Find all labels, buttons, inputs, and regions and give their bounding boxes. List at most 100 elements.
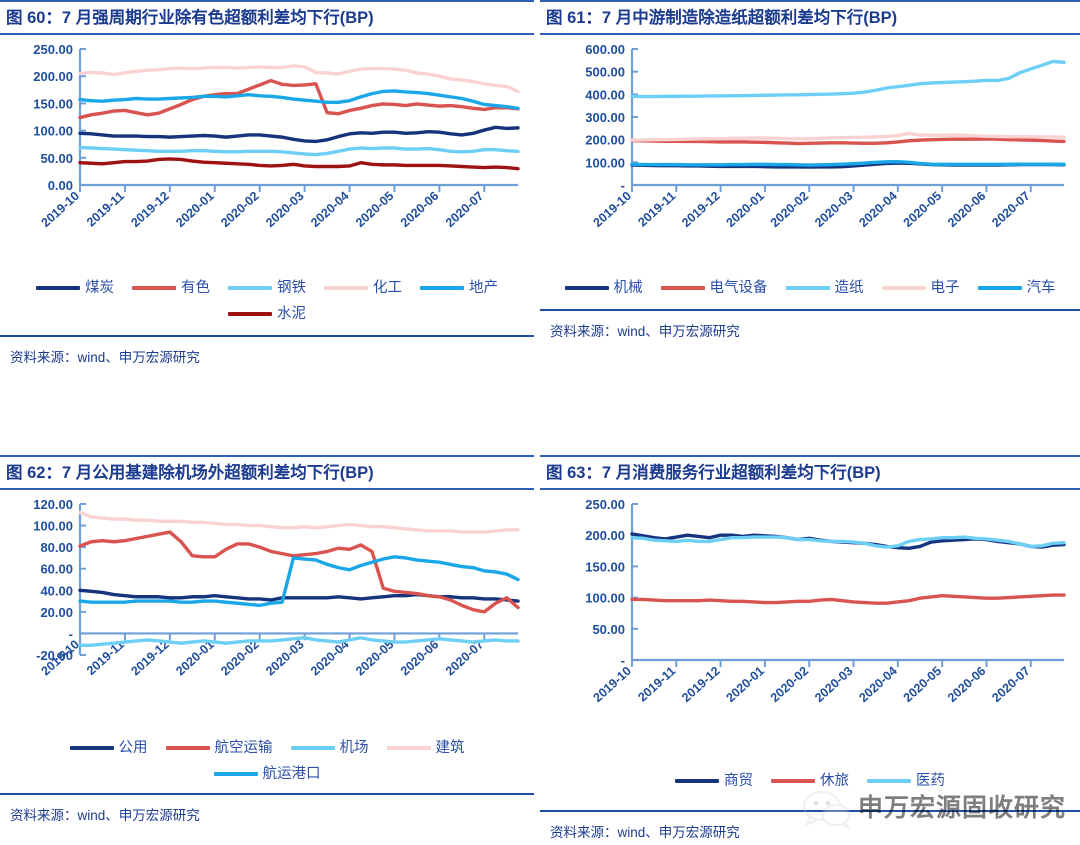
legend-label: 汽车	[1026, 280, 1056, 296]
figure-title-60: 图 60：7 月强周期行业除有色超额利差均下行(BP)	[6, 9, 374, 27]
legend-swatch-icon	[881, 286, 926, 290]
figure-panel-62: 图 62：7 月公用基建除机场外超额利差均下行(BP) -20.00-20.00…	[0, 455, 534, 845]
legend-item[interactable]: 水泥	[228, 301, 306, 327]
x-axis-tick-label: 2020-04	[308, 189, 351, 230]
source-note-60: 资料来源：wind、申万宏源研究	[10, 350, 200, 365]
x-axis-tick-label: 2019-10	[591, 189, 634, 230]
series-line-汽车	[630, 159, 1066, 167]
panel-bottom-rule-61	[540, 309, 1080, 311]
legend-label: 电气设备	[709, 280, 768, 296]
y-axis-tick-label: -	[621, 653, 625, 668]
plot-area-60: 0.00 50.00 100.00 150.00 200.00 250.00 2019-10…	[0, 35, 534, 275]
y-axis-tick-label: 150.00	[33, 96, 73, 111]
plot-area-63: -50.00 100.00 150.00 200.00 250.00 2019-10 201…	[540, 490, 1080, 750]
panel-bottom-rule-60	[0, 335, 534, 337]
figure-title-62: 图 62：7 月公用基建除机场外超额利差均下行(BP)	[6, 464, 374, 482]
legend-item[interactable]: 电气设备	[660, 275, 768, 301]
y-axis-tick-label: 100.00	[33, 519, 73, 534]
y-axis-tick-label: 250.00	[33, 42, 73, 57]
legend-item[interactable]: 钢铁	[228, 275, 306, 301]
y-axis-tick-label: 20.00	[40, 605, 73, 620]
legend-swatch-icon	[228, 286, 272, 290]
legend-item[interactable]: 汽车	[977, 275, 1056, 301]
legend-swatch-icon	[165, 746, 210, 750]
panel-bottom-rule-63	[540, 810, 1080, 812]
legend-label: 航运港口	[262, 766, 321, 782]
y-axis-tick-label: 60.00	[40, 562, 73, 577]
legend-label: 钢铁	[277, 280, 306, 296]
legend-60: 煤炭 有色 钢铁 化工 地产水泥	[0, 275, 534, 327]
source-note-63: 资料来源：wind、申万宏源研究	[550, 825, 740, 840]
x-axis-tick-label: 2019-12	[128, 189, 171, 230]
legend-label: 地产	[469, 280, 498, 296]
legend-swatch-icon	[785, 286, 830, 290]
legend-item[interactable]: 休旅	[771, 768, 849, 794]
legend-item[interactable]: 煤炭	[36, 275, 114, 301]
legend-item[interactable]: 有色	[132, 275, 210, 301]
legend-item[interactable]: 医药	[867, 768, 945, 794]
y-axis-tick-label: 600.00	[585, 42, 625, 57]
y-axis-tick-label: 400.00	[585, 87, 625, 102]
legend-item[interactable]: 地产	[420, 275, 498, 301]
legend-item[interactable]: 机场	[290, 735, 369, 761]
x-axis-tick-label: 2019-11	[84, 189, 127, 230]
y-axis-tick-label: -20.00	[36, 648, 73, 663]
x-axis-tick-label: 2020-04	[856, 189, 899, 230]
x-axis-tick-label: 2020-06	[398, 189, 441, 230]
legend-swatch-icon	[69, 746, 114, 750]
line-chart-61: - 100.00 200.00 300.00 400.00 500.00 600.00 201…	[585, 42, 1066, 230]
panel-top-rule	[540, 455, 1080, 457]
series-line-航空运输	[78, 530, 520, 614]
legend-item[interactable]: 化工	[324, 275, 402, 301]
series-line-地产	[78, 89, 520, 110]
line-chart-60: 0.00 50.00 100.00 150.00 200.00 250.00 2019-10…	[33, 42, 520, 230]
legend-label: 水泥	[277, 306, 306, 322]
legend-label: 航空运输	[214, 740, 273, 756]
figure-panel-60: 图 60：7 月强周期行业除有色超额利差均下行(BP) 0.00 50.00 100…	[0, 0, 534, 400]
line-chart-62: -20.00-20.0040.0060.0080.00100.00120.002…	[33, 497, 520, 678]
legend-label: 医药	[916, 773, 945, 789]
series-line-建筑	[78, 510, 520, 534]
figure-panel-61: 图 61：7 月中游制造除造纸超额利差均下行(BP) - 100.00 200.00…	[540, 0, 1080, 400]
y-axis-tick-label: 500.00	[585, 65, 625, 80]
legend-item[interactable]: 商贸	[675, 768, 753, 794]
legend-item[interactable]: 建筑	[386, 735, 465, 761]
plot-area-62: -20.00-20.00 40.00 60.00 80.00 100.00 120.00 2…	[0, 490, 534, 735]
x-axis-tick-label: 2020-02	[768, 189, 811, 230]
x-axis-tick-label: 2019-12	[128, 637, 171, 678]
legend-item[interactable]: 公用	[69, 735, 148, 761]
title-underline-61	[540, 33, 1080, 35]
legend-item[interactable]: 航空运输	[165, 735, 273, 761]
series-line-水泥	[78, 157, 520, 171]
legend-63: 商贸 休旅 医药	[540, 768, 1080, 794]
x-axis-tick-label: 2020-03	[812, 664, 855, 705]
legend-item[interactable]: 造纸	[785, 275, 864, 301]
x-axis-tick-label: 2020-03	[263, 637, 306, 678]
x-axis-tick-label: 2020-01	[173, 189, 216, 230]
panel-top-rule	[540, 0, 1080, 2]
x-axis-tick-label: 2020-06	[945, 664, 988, 705]
panel-bottom-rule-62	[0, 793, 534, 795]
legend-item[interactable]: 航运港口	[213, 761, 321, 787]
series-line-电子	[630, 131, 1066, 142]
y-axis-tick-label: 50.00	[592, 622, 625, 637]
legend-label: 机械	[613, 280, 643, 296]
figure-title-61: 图 61：7 月中游制造除造纸超额利差均下行(BP)	[546, 9, 898, 27]
x-axis-tick-label: 2019-11	[635, 664, 678, 705]
series-line-电气设备	[630, 137, 1066, 146]
x-axis-tick-label: 2020-07	[989, 189, 1032, 230]
legend-item[interactable]: 电子	[881, 275, 960, 301]
source-note-62: 资料来源：wind、申万宏源研究	[10, 808, 200, 823]
y-axis-tick-label: 200.00	[585, 528, 625, 543]
legend-62: 公用 航空运输 机场 建筑航运港口	[0, 735, 534, 787]
x-axis-tick-label: 2020-07	[443, 637, 486, 678]
legend-label: 建筑	[435, 740, 465, 756]
series-line-钢铁	[78, 145, 520, 157]
x-axis-tick-label: 2020-05	[353, 637, 396, 678]
y-axis-tick-label: 0.00	[48, 178, 73, 193]
legend-swatch-icon	[132, 286, 176, 290]
legend-item[interactable]: 机械	[564, 275, 643, 301]
legend-swatch-icon	[420, 286, 464, 290]
